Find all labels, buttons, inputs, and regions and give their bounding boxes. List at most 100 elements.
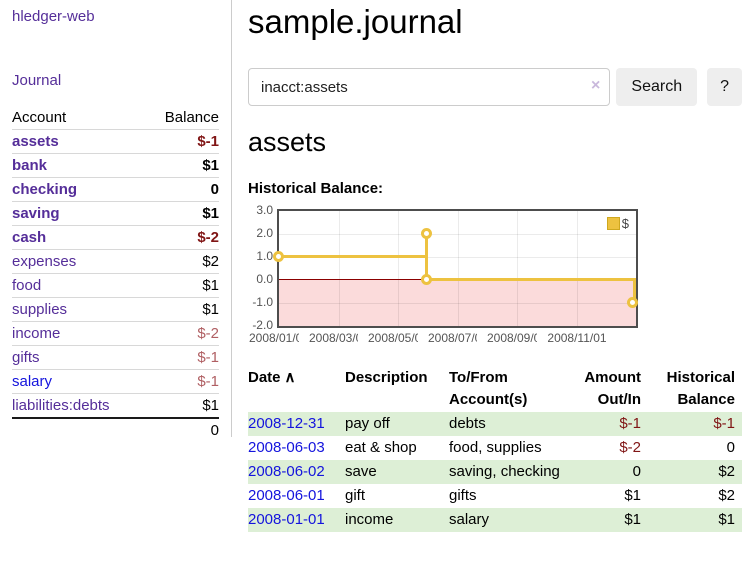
- sidebar-item-supplies[interactable]: supplies: [12, 301, 68, 318]
- transaction-row: 2008-01-01 income salary $1 $1: [248, 508, 742, 532]
- sidebar-item-saving[interactable]: saving: [12, 205, 60, 222]
- legend-series-label: $: [621, 216, 629, 231]
- transaction-description: income: [345, 511, 394, 528]
- transaction-date-link[interactable]: 2008-06-03: [248, 439, 325, 456]
- sidebar-item-checking[interactable]: checking: [12, 181, 78, 198]
- y-axis-tick-label: 3.0: [256, 203, 273, 217]
- sidebar-item-income[interactable]: income: [12, 325, 61, 342]
- transaction-row: 2008-12-31 pay off debts $-1 $-1: [248, 412, 742, 436]
- transaction-date-link[interactable]: 2008-06-02: [248, 463, 325, 480]
- app-title-link[interactable]: hledger-web: [12, 8, 95, 25]
- chart-line-segment: [633, 278, 636, 304]
- gridline: [279, 257, 636, 258]
- x-axis-tick-label: 2008/11/01: [537, 331, 617, 345]
- search-button[interactable]: Search: [616, 68, 698, 106]
- chart-point-marker: [273, 251, 284, 262]
- transaction-accounts: gifts: [449, 487, 477, 504]
- chart-line-segment: [279, 255, 427, 258]
- search-input[interactable]: [248, 68, 611, 106]
- sidebar-item-expenses[interactable]: expenses: [12, 253, 77, 270]
- transaction-accounts: saving, checking: [449, 463, 560, 480]
- chart-legend: $: [606, 216, 629, 231]
- account-balance: $2: [134, 249, 219, 274]
- balance-column-header: Historical Balance: [666, 369, 735, 408]
- sidebar: hledger-web Journal Account Balance asse…: [0, 0, 232, 442]
- gridline: [458, 211, 459, 326]
- transaction-amount: $1: [624, 511, 641, 528]
- transaction-balance: $-1: [713, 415, 735, 432]
- account-row: expenses $2: [12, 249, 219, 274]
- y-axis-tick-label: -2.0: [252, 318, 273, 332]
- transaction-balance: $2: [718, 487, 735, 504]
- gridline: [517, 211, 518, 326]
- transactions-table: Date ∧ Description To/From Account(s) Amo…: [248, 366, 742, 532]
- chart-point-marker: [421, 228, 432, 239]
- account-row: assets $-1: [12, 129, 219, 154]
- gridline: [577, 211, 578, 326]
- transaction-accounts: food, supplies: [449, 439, 542, 456]
- sidebar-item-salary[interactable]: salary: [12, 373, 53, 390]
- clear-search-icon[interactable]: ×: [591, 77, 601, 94]
- sidebar-item-bank[interactable]: bank: [12, 157, 48, 174]
- search-help-button[interactable]: ?: [707, 68, 742, 106]
- transaction-description: gift: [345, 487, 366, 504]
- account-row: saving $1: [12, 201, 219, 226]
- account-balance: $1: [134, 273, 219, 298]
- negative-region-fill: [279, 280, 636, 326]
- account-table-header-row: Account Balance: [12, 106, 219, 130]
- chart-point-marker: [627, 297, 638, 308]
- chart-point-marker: [421, 274, 432, 285]
- transaction-balance: $1: [718, 511, 735, 528]
- account-row: income $-2: [12, 321, 219, 346]
- account-balance: $1: [134, 393, 219, 418]
- transaction-row: 2008-06-02 save saving, checking 0 $2: [248, 460, 742, 484]
- account-row: liabilities:debts $1: [12, 393, 219, 418]
- account-balance: $-1: [134, 369, 219, 394]
- account-column-header: Account: [12, 109, 67, 126]
- account-balance: $1: [134, 153, 219, 178]
- account-balance-table: Account Balance assets $-1 bank $1 check…: [12, 106, 219, 442]
- legend-swatch-icon: [606, 217, 620, 230]
- account-row: checking 0: [12, 177, 219, 202]
- account-balance: $-1: [134, 345, 219, 370]
- page-title: sample.journal: [248, 3, 463, 40]
- transaction-amount: $1: [624, 487, 641, 504]
- sidebar-item-liabilities-debts[interactable]: liabilities:debts: [12, 397, 110, 414]
- sidebar-item-cash[interactable]: cash: [12, 229, 47, 246]
- account-balance: $-2: [134, 321, 219, 346]
- gridline: [279, 303, 636, 304]
- account-row: gifts $-1: [12, 345, 219, 370]
- transaction-accounts: debts: [449, 415, 486, 432]
- account-row: salary $-1: [12, 369, 219, 394]
- account-total-row: 0: [12, 417, 219, 442]
- balance-column-header: Balance: [164, 109, 219, 126]
- account-balance: $-1: [134, 129, 219, 154]
- transaction-date-link[interactable]: 2008-12-31: [248, 415, 325, 432]
- gridline: [339, 211, 340, 326]
- y-axis-tick-label: -1.0: [252, 295, 273, 309]
- account-row: food $1: [12, 273, 219, 298]
- transaction-balance: 0: [726, 439, 735, 456]
- date-column-header[interactable]: Date ∧: [248, 369, 296, 386]
- chart-line-segment: [425, 278, 636, 281]
- gridline: [279, 234, 636, 235]
- y-axis-tick-label: 2.0: [256, 226, 273, 240]
- gridline: [398, 211, 399, 326]
- account-balance: $-2: [134, 225, 219, 250]
- chart-title: Historical Balance:: [248, 180, 384, 197]
- transaction-amount: $-1: [619, 415, 641, 432]
- account-row: cash $-2: [12, 225, 219, 250]
- transaction-date-link[interactable]: 2008-06-01: [248, 487, 325, 504]
- sidebar-item-food[interactable]: food: [12, 277, 42, 294]
- sidebar-item-gifts[interactable]: gifts: [12, 349, 40, 366]
- accounts-column-header: To/From Account(s): [449, 369, 528, 408]
- transaction-description: save: [345, 463, 377, 480]
- transaction-row: 2008-06-03 eat & shop food, supplies $-2…: [248, 436, 742, 460]
- description-column-header: Description: [345, 369, 428, 386]
- y-axis-tick-label: 1.0: [256, 249, 273, 263]
- transaction-date-link[interactable]: 2008-01-01: [248, 511, 325, 528]
- sidebar-item-assets[interactable]: assets: [12, 133, 59, 150]
- transactions-header-row: Date ∧ Description To/From Account(s) Amo…: [248, 366, 742, 412]
- sidebar-item-journal[interactable]: Journal: [12, 72, 62, 89]
